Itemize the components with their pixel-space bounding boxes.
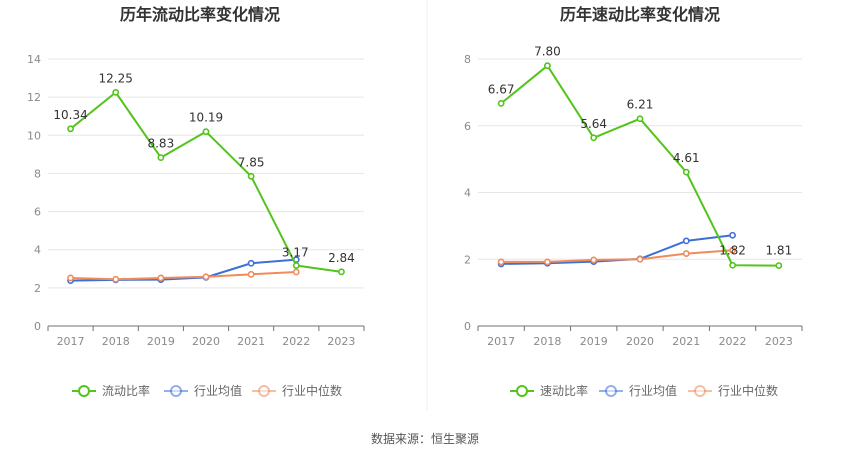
data-point[interactable] (682, 168, 690, 176)
data-point[interactable] (729, 261, 736, 269)
x-tick-label: 2021 (672, 335, 700, 348)
y-tick-label: 14 (27, 53, 41, 66)
data-point[interactable] (497, 258, 505, 266)
data-point[interactable] (636, 115, 644, 123)
data-point[interactable] (729, 231, 736, 239)
data-point[interactable] (112, 275, 120, 283)
data-label: 10.34 (53, 108, 87, 122)
data-label: 8.83 (147, 137, 174, 151)
data-point[interactable] (247, 259, 255, 267)
data-label: 7.80 (534, 45, 561, 59)
quick-ratio-chart: 历年速动比率变化情况 0 2 4 6 8 2017 2018 2019 2020 2021 2022 2… (464, 5, 803, 398)
data-point[interactable] (202, 273, 210, 281)
y-tick-label: 2 (464, 253, 471, 266)
legend-item[interactable]: 行业中位数 (688, 383, 778, 398)
data-point[interactable] (247, 270, 255, 278)
legend-item[interactable]: 速动比率 (510, 383, 588, 398)
data-label: 10.19 (189, 111, 223, 125)
y-tick-label: 6 (34, 206, 41, 219)
x-tick-label: 2022 (719, 335, 747, 348)
x-tick-label: 2022 (282, 335, 310, 348)
legend-label: 行业均值 (629, 383, 677, 398)
data-point[interactable] (544, 258, 551, 266)
legend-label: 行业中位数 (282, 383, 342, 398)
legend-marker-icon (258, 385, 270, 397)
data-point[interactable] (157, 154, 165, 161)
legend-marker-icon (605, 385, 617, 397)
x-tick-label: 2023 (327, 335, 355, 348)
data-point[interactable] (544, 62, 551, 70)
x-tick-label: 2021 (237, 335, 265, 348)
y-tick-label: 12 (27, 91, 41, 104)
data-point[interactable] (590, 256, 598, 264)
data-label: 1.82 (719, 243, 746, 257)
data-label: 7.85 (238, 155, 265, 169)
data-source-note: 数据来源：恒生聚源 (371, 431, 479, 446)
data-point[interactable] (636, 255, 644, 263)
y-tick-label: 4 (464, 187, 471, 200)
data-point[interactable] (157, 274, 165, 282)
y-tick-label: 8 (464, 53, 471, 66)
legend-marker-icon (170, 385, 182, 397)
data-point[interactable] (682, 250, 690, 257)
x-tick-label: 2023 (765, 335, 793, 348)
legend-marker-icon (694, 385, 706, 397)
legend-item[interactable]: 行业均值 (164, 383, 242, 398)
y-tick-label: 10 (27, 129, 41, 142)
chart-title: 历年速动比率变化情况 (560, 5, 720, 24)
data-point[interactable] (497, 99, 505, 107)
data-label: 1.81 (765, 244, 792, 258)
data-point[interactable] (775, 262, 783, 269)
series-line (501, 249, 733, 263)
data-label: 2.84 (328, 251, 355, 265)
x-tick-label: 2019 (580, 335, 608, 348)
x-tick-label: 2018 (533, 335, 561, 348)
y-tick-label: 4 (34, 244, 41, 257)
data-point[interactable] (338, 268, 345, 276)
y-tick-label: 2 (34, 282, 41, 295)
data-point[interactable] (682, 237, 690, 245)
data-point[interactable] (292, 262, 300, 269)
legend-item[interactable]: 行业均值 (599, 383, 677, 398)
legend-item[interactable]: 流动比率 (72, 383, 150, 398)
data-label: 3.17 (282, 246, 309, 260)
legend-marker-icon (78, 385, 90, 397)
data-label: 4.61 (673, 151, 700, 165)
x-tick-label: 2020 (192, 335, 220, 348)
data-point[interactable] (729, 246, 736, 254)
x-tick-label: 2020 (626, 335, 654, 348)
data-label: 6.21 (627, 98, 654, 112)
legend-label: 行业均值 (194, 383, 242, 398)
x-tick-label: 2018 (102, 335, 130, 348)
legend-label: 速动比率 (540, 383, 588, 398)
x-tick-label: 2017 (57, 335, 85, 348)
data-point[interactable] (67, 274, 74, 282)
x-tick-label: 2017 (487, 335, 515, 348)
y-tick-label: 0 (464, 320, 471, 333)
data-point[interactable] (67, 125, 74, 133)
y-tick-label: 8 (34, 167, 41, 180)
data-point[interactable] (292, 268, 300, 276)
y-tick-label: 0 (34, 320, 41, 333)
chart-title: 历年流动比率变化情况 (120, 5, 280, 24)
current-ratio-chart: 历年流动比率变化情况 0 2 4 6 8 10 12 14 2017 2018 2019 2020 202… (27, 5, 365, 398)
data-label: 6.67 (488, 82, 515, 96)
legend-label: 行业中位数 (718, 383, 778, 398)
y-tick-label: 6 (464, 120, 471, 133)
legend-item[interactable]: 行业中位数 (252, 383, 342, 398)
data-point[interactable] (112, 88, 120, 96)
data-label: 12.25 (99, 71, 133, 85)
legend-marker-icon (516, 385, 528, 397)
data-point[interactable] (247, 172, 255, 180)
legend-label: 流动比率 (102, 383, 150, 398)
x-tick-label: 2019 (147, 335, 175, 348)
series-line (500, 64, 779, 267)
data-point[interactable] (202, 128, 210, 136)
data-point[interactable] (590, 134, 598, 142)
data-label: 5.64 (580, 117, 607, 131)
series-line (70, 271, 297, 281)
